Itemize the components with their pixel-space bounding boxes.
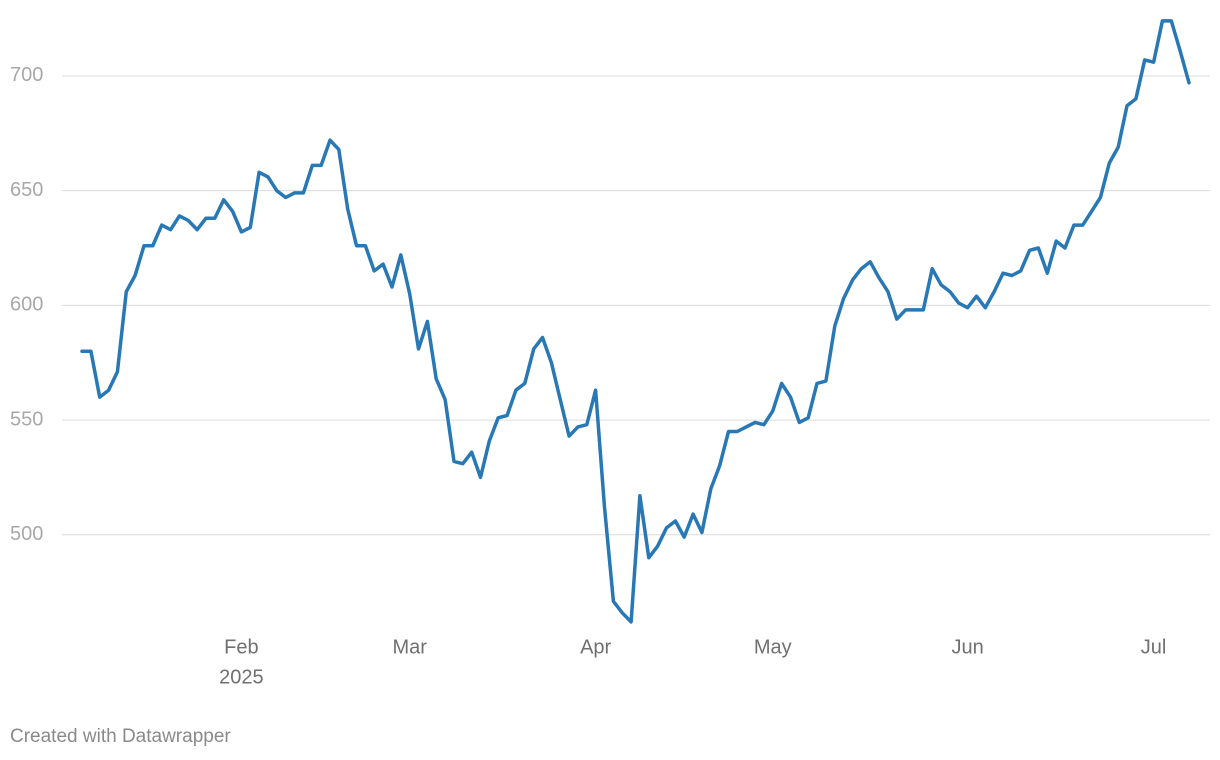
- x-tick-label: May: [754, 636, 792, 658]
- y-tick-label: 600: [10, 294, 43, 316]
- y-tick-label: 700: [10, 64, 43, 86]
- x-tick-label: Feb: [224, 636, 258, 658]
- price-line: [80, 19, 1191, 624]
- x-tick-label: Jun: [951, 636, 983, 658]
- y-tick-label: 650: [10, 179, 43, 201]
- x-tick-label: Mar: [392, 636, 427, 658]
- x-tick-label: Jul: [1141, 636, 1167, 658]
- x-tick-label: Apr: [580, 636, 611, 658]
- y-tick-label: 550: [10, 408, 43, 430]
- footer: Created with Datawrapper: [10, 726, 231, 747]
- x-year-label: 2025: [219, 666, 264, 688]
- y-tick-label: 500: [10, 523, 43, 545]
